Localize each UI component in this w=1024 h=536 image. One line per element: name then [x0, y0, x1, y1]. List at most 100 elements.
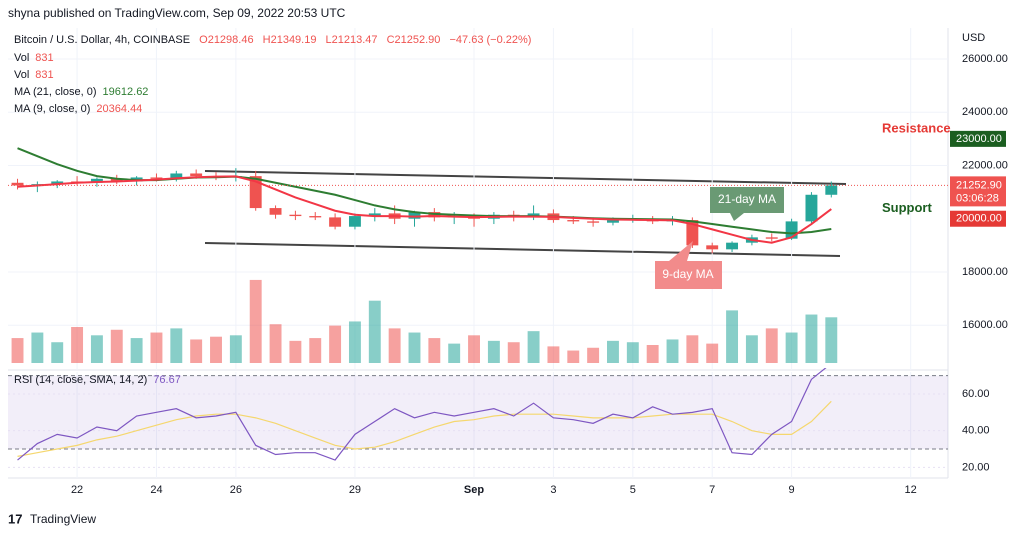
last-price-label: 21252.90	[956, 179, 1002, 191]
candle-body	[51, 181, 64, 185]
x-tick-label: 12	[905, 484, 917, 496]
rsi-line	[17, 368, 827, 461]
volume-bar	[547, 346, 560, 363]
volume-bar	[646, 345, 659, 363]
value: 76.67	[153, 374, 181, 386]
volume-bar	[229, 335, 242, 363]
volume-bar	[130, 338, 143, 363]
candle-body	[726, 242, 739, 250]
volume-bar	[507, 342, 520, 363]
ohlc: L21213.47	[325, 34, 378, 46]
annotation: 21-day MA	[718, 192, 776, 206]
candle-body	[825, 185, 838, 195]
volume-bar	[785, 332, 798, 363]
candle-body	[368, 213, 381, 217]
volume-bar	[348, 321, 361, 363]
volume-bar	[190, 339, 203, 363]
volume-bar	[31, 332, 44, 363]
level-name: Support	[882, 200, 932, 215]
label: RSI (14, close, SMA, 14, 2)	[14, 374, 148, 386]
rsi-tick-label: 20.00	[962, 461, 990, 473]
rsi-band	[8, 375, 948, 450]
volume-bar	[388, 328, 401, 363]
candle-body	[408, 212, 421, 219]
candle-body	[309, 216, 322, 218]
candle-body	[249, 176, 262, 209]
level-box	[950, 130, 1006, 147]
currency: USD	[962, 32, 985, 44]
legend-vol: Vol 831	[14, 69, 60, 81]
label: MA (21, close, 0)	[14, 86, 97, 98]
y-tick-label: 22000.00	[962, 159, 1008, 171]
candle-body	[11, 182, 24, 186]
last-price-box	[950, 176, 1006, 207]
x-tick-label: 24	[150, 484, 162, 496]
volume-bar	[765, 328, 778, 363]
y-tick-label: 24000.00	[962, 106, 1008, 118]
x-tick-label: Sep	[464, 484, 484, 496]
candle-body	[190, 173, 203, 177]
symbol: Bitcoin / U.S. Dollar, 4h, COINBASE	[14, 34, 191, 46]
volume-bar	[805, 314, 818, 363]
volume-bar	[825, 317, 838, 363]
volume-bar	[11, 338, 24, 363]
volume-bar	[448, 343, 461, 363]
change: −47.63 (−0.22%)	[449, 34, 532, 46]
candle-body	[785, 221, 798, 239]
volume-bar	[368, 300, 381, 363]
volume-bar	[269, 324, 282, 363]
volume-bar	[706, 343, 719, 363]
x-tick-label: 7	[709, 484, 715, 496]
volume-bar	[51, 342, 64, 363]
volume-bar	[329, 325, 342, 363]
candle-body	[289, 214, 302, 217]
rsi-pane	[8, 368, 948, 478]
candle-body	[587, 221, 600, 223]
legend-main: Bitcoin / U.S. Dollar, 4h, COINBASE O212…	[14, 34, 537, 46]
y-tick-label: 18000.00	[962, 266, 1008, 278]
y-tick-label: 26000.00	[962, 53, 1008, 65]
value: 19612.62	[102, 86, 149, 98]
level-label: 20000.00	[956, 213, 1002, 225]
volume-bar	[110, 329, 123, 363]
candle-body	[269, 208, 282, 215]
ohlc: O21298.46	[199, 34, 254, 46]
value: 20364.44	[96, 103, 143, 115]
level-name: Resistance	[882, 120, 951, 135]
rsi-tick-label: 40.00	[962, 425, 990, 437]
candle-body	[765, 237, 778, 239]
ma-line	[17, 175, 832, 244]
volume-bar	[686, 335, 699, 363]
candle-body	[706, 245, 719, 250]
callout	[710, 187, 784, 221]
published-text: shyna published on TradingView.com, Sep …	[8, 6, 346, 20]
volume-bar	[487, 340, 500, 363]
volume-bar	[527, 331, 540, 363]
level-box	[950, 210, 1006, 227]
trendline	[204, 242, 841, 257]
candle-body	[686, 220, 699, 246]
volume-bar	[90, 335, 103, 363]
ohlc: C21252.90	[386, 34, 441, 46]
volume-bar	[468, 335, 480, 363]
callout	[655, 241, 722, 289]
label: MA (9, close, 0)	[14, 103, 91, 115]
rsi-sma-line	[17, 400, 832, 457]
legend-vol: Vol 831	[14, 52, 60, 64]
logo-mark: 17	[8, 511, 22, 526]
candle-body	[90, 178, 103, 183]
x-tick-label: 5	[630, 484, 636, 496]
volume-bar	[249, 279, 262, 363]
value: 831	[35, 52, 54, 64]
label: Vol	[14, 52, 30, 64]
y-tick-label: 16000.00	[962, 319, 1008, 331]
logo: 17 TradingView	[8, 511, 96, 526]
candle-body	[110, 178, 123, 182]
price-pane	[8, 28, 948, 370]
candle-body	[348, 216, 361, 227]
trendline	[204, 170, 847, 185]
volume-bar	[666, 339, 679, 363]
